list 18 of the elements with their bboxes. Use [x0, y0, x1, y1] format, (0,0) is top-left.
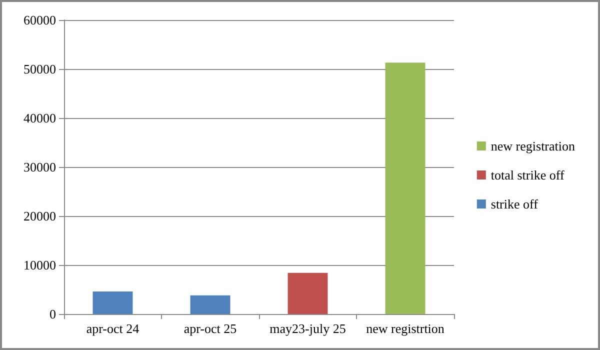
x-tick-label: new registrtion [366, 321, 445, 336]
x-tick-label: apr-oct 25 [184, 321, 237, 336]
x-tick-label: apr-oct 24 [86, 321, 140, 336]
y-tick-label: 30000 [24, 160, 56, 174]
y-tick-label: 10000 [24, 258, 56, 272]
x-tick-label: may23-july 25 [270, 321, 346, 336]
legend-label: total strike off [490, 168, 565, 182]
bar [288, 272, 328, 314]
y-tick-label: 40000 [24, 110, 56, 126]
bar [92, 291, 133, 314]
y-tick-label: 0 [50, 306, 56, 322]
bar [190, 295, 230, 314]
legend-label: new registration [490, 138, 576, 154]
y-tick-label: 20000 [24, 208, 56, 224]
bar [385, 62, 426, 314]
legend-label: strike off [490, 196, 539, 212]
y-tick-label: 60000 [24, 12, 56, 28]
y-tick-label: 50000 [24, 62, 56, 76]
